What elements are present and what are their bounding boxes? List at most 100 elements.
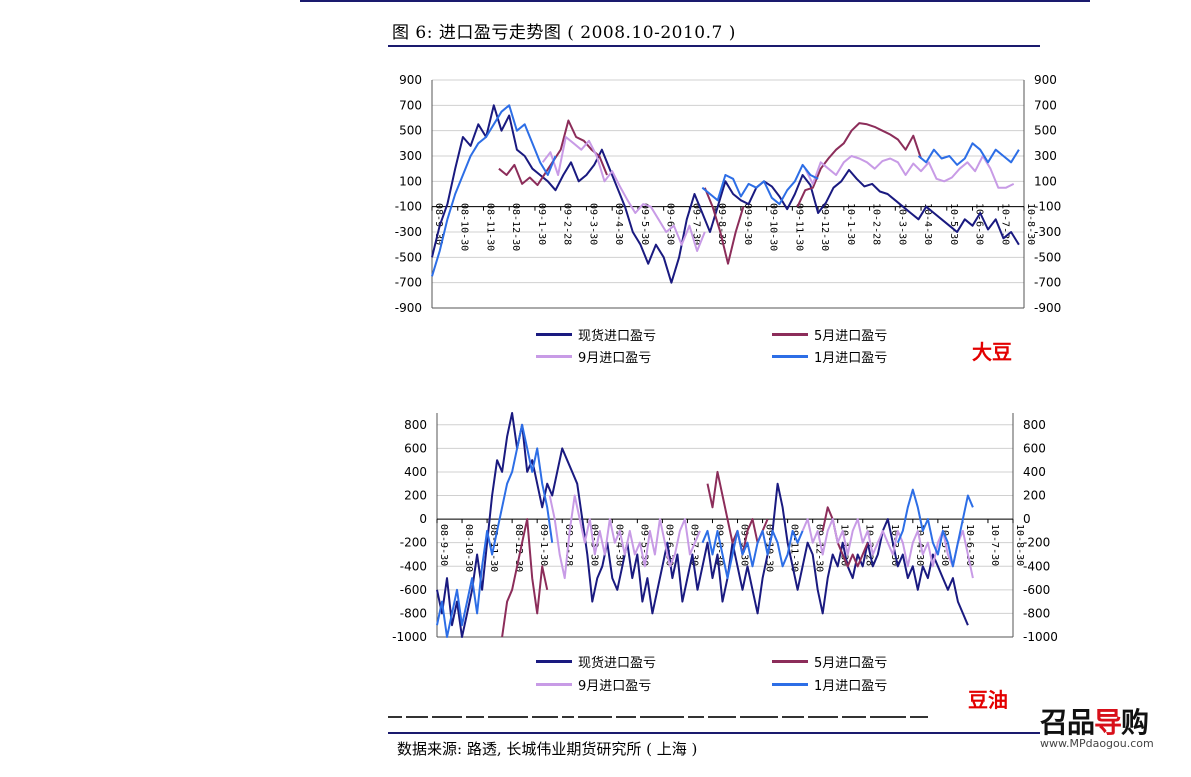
watermark-url: www.MPdaogou.com — [1040, 737, 1154, 750]
figure-title: 图 6: 进口盈亏走势图 ( 2008.10-2010.7 ) — [392, 23, 736, 43]
x-tick-label: 10-4-30 — [922, 203, 933, 245]
legend-swatch — [536, 683, 572, 686]
y-tick-left: 800 — [404, 418, 427, 432]
legend-label: 5月进口盈亏 — [814, 656, 888, 671]
legend-swatch — [536, 333, 572, 336]
x-tick-label: 10-8-30 — [1025, 203, 1036, 245]
series-line-现货进口盈亏 — [436, 412, 969, 638]
y-tick-left: 100 — [399, 174, 422, 188]
y-tick-left: -400 — [400, 559, 427, 573]
scan-artifact-row — [388, 716, 1008, 720]
y-tick-right: 900 — [1034, 73, 1057, 87]
series-line-9月进口盈亏 — [541, 136, 1015, 252]
x-tick-label: 10-8-30 — [1014, 524, 1025, 566]
x-tick-label: 09-12-30 — [819, 203, 830, 251]
legend-swatch — [772, 683, 808, 686]
y-tick-right: 400 — [1023, 465, 1046, 479]
y-tick-left: 500 — [399, 124, 422, 138]
x-tick-label: 10-1-30 — [845, 203, 856, 245]
legend-label: 1月进口盈亏 — [814, 679, 888, 694]
x-tick-label: 09-4-30 — [613, 203, 624, 245]
y-tick-right: -100 — [1034, 200, 1061, 214]
y-tick-right: 600 — [1023, 441, 1046, 455]
x-tick-label: 10-4-30 — [914, 524, 925, 566]
y-tick-left: 700 — [399, 98, 422, 112]
y-tick-left: -900 — [395, 301, 422, 315]
y-tick-right: 500 — [1034, 124, 1057, 138]
chart-label-soyoil: 豆油 — [968, 688, 1008, 712]
watermark-logo: 召品导购 www.MPdaogou.com — [1040, 708, 1180, 756]
x-tick-label: 09-6-30 — [665, 203, 676, 245]
chart-label-soybean: 大豆 — [972, 340, 1012, 364]
x-tick-label: 08-9-30 — [438, 524, 449, 566]
legend-label: 9月进口盈亏 — [578, 351, 652, 366]
legend-item-sep: 9月进口盈亏 — [536, 675, 651, 694]
y-tick-left: 200 — [404, 489, 427, 503]
legend-item-spot: 现货进口盈亏 — [536, 652, 656, 671]
series-line-现货进口盈亏 — [431, 104, 1020, 284]
x-tick-label: 10-7-30 — [999, 203, 1010, 245]
legend-swatch — [536, 355, 572, 358]
x-tick-label: 09-3-30 — [587, 203, 598, 245]
y-tick-left: 900 — [399, 73, 422, 87]
y-tick-left: 600 — [404, 441, 427, 455]
x-tick-label: 10-2-28 — [864, 524, 875, 566]
y-tick-left: -800 — [400, 606, 427, 620]
legend-item-jan: 1月进口盈亏 — [772, 675, 887, 694]
top-rule — [300, 0, 1090, 2]
figure-source: 数据来源: 路透, 长城伟业期货研究所 ( 上海 ) — [397, 740, 698, 758]
x-tick-label: 09-5-30 — [639, 203, 650, 245]
y-tick-left: -200 — [400, 536, 427, 550]
x-tick-label: 09-8-30 — [716, 203, 727, 245]
legend-label: 现货进口盈亏 — [578, 656, 657, 671]
x-tick-label: 10-5-30 — [948, 203, 959, 245]
x-tick-label: 08-12-30 — [513, 524, 524, 572]
y-tick-right: -300 — [1034, 225, 1061, 239]
y-tick-right: -1000 — [1023, 630, 1058, 644]
x-tick-label: 08-12-30 — [510, 203, 521, 251]
y-tick-right: -500 — [1034, 250, 1061, 264]
legend-label: 1月进口盈亏 — [814, 351, 888, 366]
y-tick-left: 400 — [404, 465, 427, 479]
legend-label: 现货进口盈亏 — [578, 329, 657, 344]
x-tick-label: 09-7-30 — [690, 203, 701, 245]
x-tick-label: 10-5-30 — [939, 524, 950, 566]
y-tick-left: 300 — [399, 149, 422, 163]
watermark-logo-text: 召品导购 — [1040, 706, 1149, 739]
x-tick-label: 09-11-30 — [793, 203, 804, 251]
x-tick-label: 10-2-28 — [871, 203, 882, 245]
x-tick-label: 10-3-30 — [896, 203, 907, 245]
y-tick-left: -100 — [395, 200, 422, 214]
legend-swatch — [536, 660, 572, 663]
x-tick-label: 09-8-30 — [713, 524, 724, 566]
x-tick-label: 08-9-30 — [433, 203, 444, 245]
x-tick-label: 09-10-30 — [768, 203, 779, 251]
y-tick-right: -600 — [1023, 583, 1050, 597]
legend-item-jan: 1月进口盈亏 — [772, 347, 887, 366]
x-tick-label: 09-12-30 — [814, 524, 825, 572]
series-line-9月进口盈亏 — [548, 494, 974, 580]
y-tick-left: -700 — [395, 276, 422, 290]
x-tick-label: 10-6-30 — [974, 203, 985, 245]
x-tick-label: 08-11-30 — [484, 203, 495, 251]
x-tick-label: 09-4-30 — [613, 524, 624, 566]
y-tick-right: 100 — [1034, 174, 1057, 188]
x-tick-label: 09-11-30 — [789, 524, 800, 572]
x-tick-label: 09-6-30 — [663, 524, 674, 566]
legend-item-sep: 9月进口盈亏 — [536, 347, 651, 366]
series-line-1月进口盈亏 — [436, 423, 974, 638]
legend-item-spot: 现货进口盈亏 — [536, 325, 656, 344]
x-tick-label: 10-6-30 — [964, 524, 975, 566]
legend-item-may: 5月进口盈亏 — [772, 325, 887, 344]
x-tick-label: 09-1-30 — [538, 524, 549, 566]
x-tick-label: 09-9-30 — [742, 203, 753, 245]
x-tick-label: 08-10-30 — [459, 203, 470, 251]
y-tick-right: -900 — [1034, 301, 1061, 315]
y-tick-right: -400 — [1023, 559, 1050, 573]
series-line-5月进口盈亏 — [498, 119, 922, 265]
x-tick-label: 08-10-30 — [463, 524, 474, 572]
y-tick-right: -800 — [1023, 606, 1050, 620]
y-tick-left: -500 — [395, 250, 422, 264]
legend-swatch — [772, 660, 808, 663]
x-tick-label: 09-5-30 — [638, 524, 649, 566]
